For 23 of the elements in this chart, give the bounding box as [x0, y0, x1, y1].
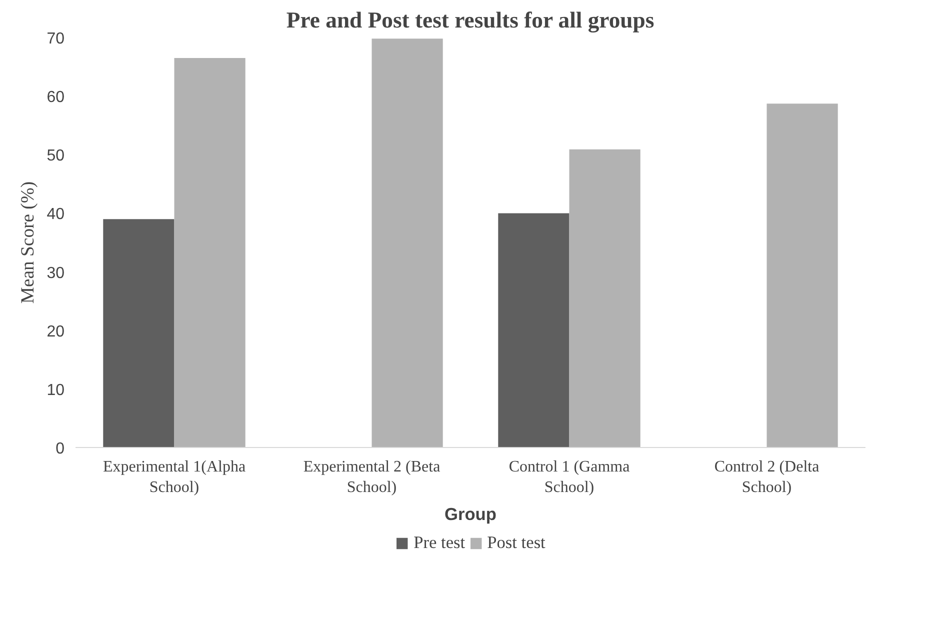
bar [174, 58, 246, 448]
x-tick-label: Experimental 2 (Beta School) [303, 458, 440, 496]
x-tick-label: Experimental 1(Alpha School) [102, 458, 246, 496]
y-tick-label: 20 [46, 323, 65, 340]
y-tick-label: 10 [46, 382, 65, 399]
chart-title: Pre and Post test results for all groups [286, 8, 654, 32]
y-tick-label: 0 [56, 440, 65, 458]
x-tick-label: Control 2 (Delta School) [714, 458, 820, 496]
y-tick-label: 40 [46, 206, 65, 224]
y-axis-title: Mean Score (%) [18, 181, 39, 304]
legend-label: Pre test [414, 533, 466, 553]
bar [766, 104, 838, 448]
bar [372, 38, 443, 448]
x-tick-label: Control 1 (Gamma School) [508, 458, 630, 496]
y-tick-label: 60 [46, 89, 65, 106]
y-tick-label: 30 [46, 264, 65, 282]
legend-label: Post test [487, 533, 546, 553]
x-axis-title: Group [444, 504, 496, 524]
y-tick-label: 50 [46, 148, 65, 165]
bar [103, 219, 174, 448]
bar [498, 213, 570, 448]
y-tick-label: 70 [46, 30, 65, 48]
bar [569, 149, 640, 448]
